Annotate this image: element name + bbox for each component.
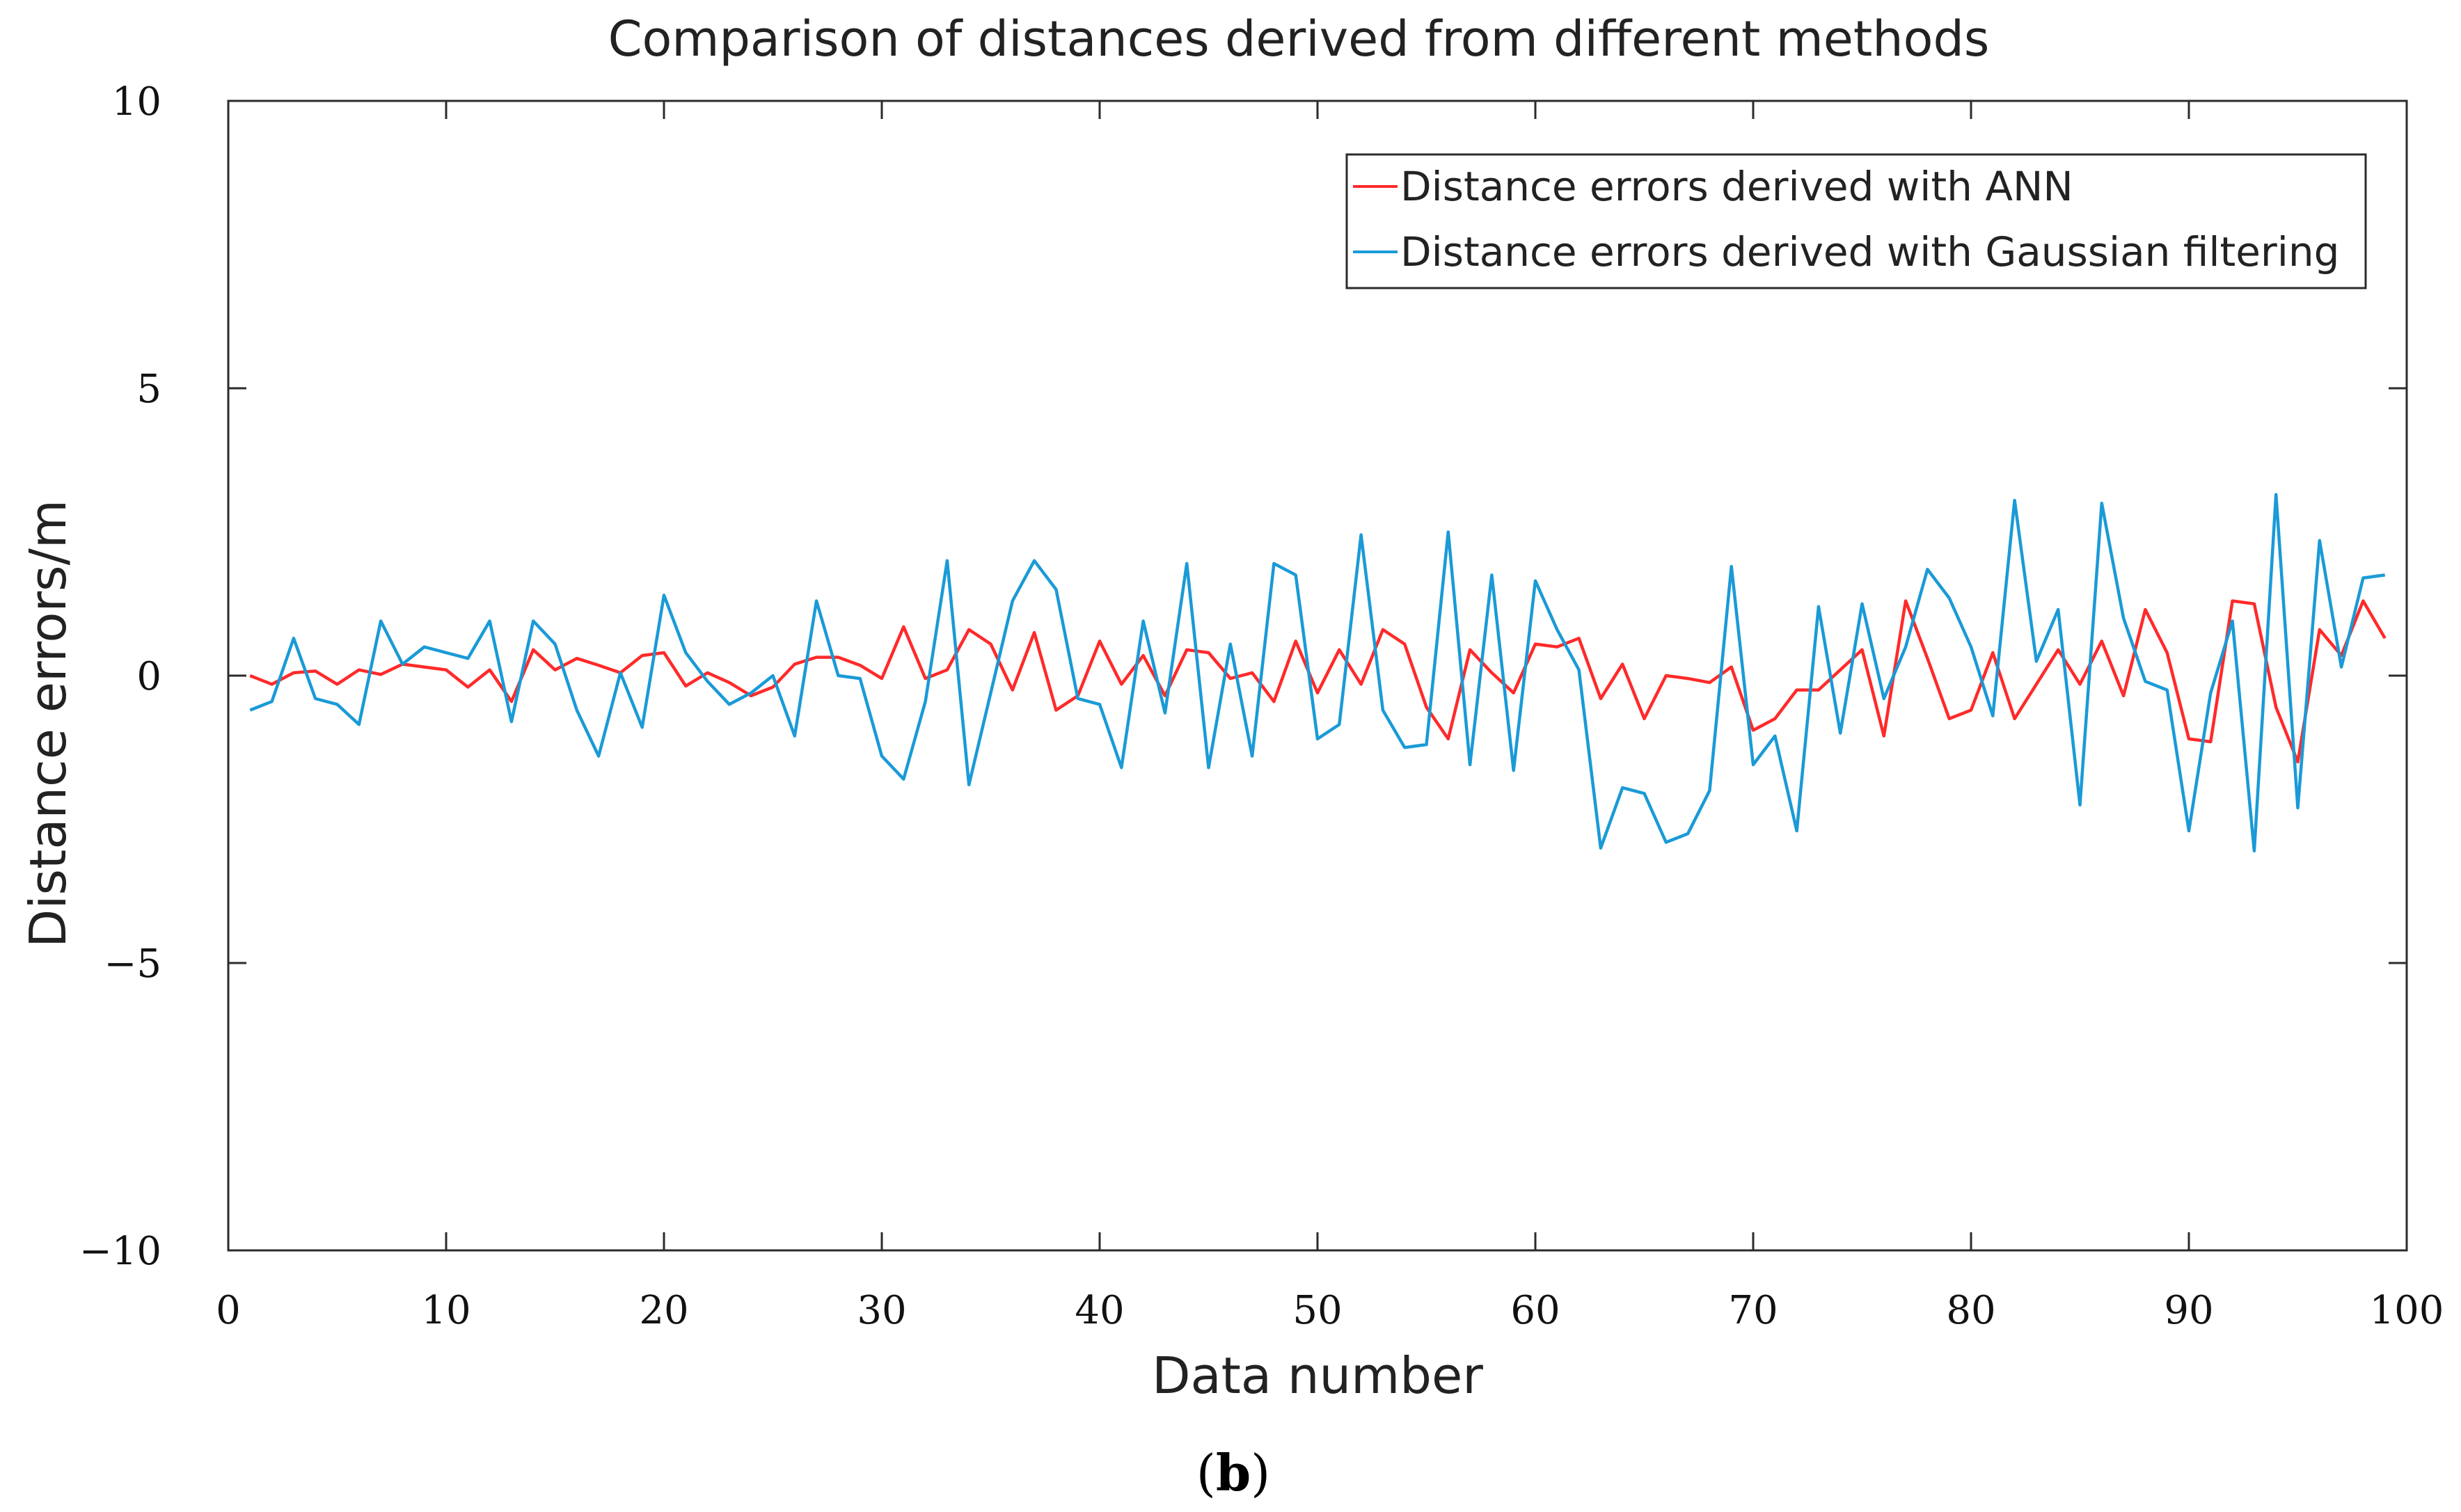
x-tick-label: 20: [639, 1288, 688, 1333]
caption-close-paren: ): [1251, 1444, 1270, 1502]
line-series-gaussian: [249, 493, 2385, 853]
y-tick-labels: 10 5 0 −5 −10: [79, 79, 161, 1274]
x-tick-labels: 0 10 20 30 40 50 60 70 80 90 100: [216, 1288, 2444, 1333]
x-tick-label: 70: [1728, 1288, 1778, 1333]
x-tick-label: 80: [1946, 1288, 1995, 1333]
x-tick-label: 100: [2370, 1288, 2444, 1333]
x-tick-label: 50: [1292, 1288, 1342, 1333]
figure-caption: (b): [1196, 1443, 1271, 1502]
legend-label-ann: Distance errors derived with ANN: [1400, 163, 2073, 210]
legend-box: [1345, 153, 2367, 289]
chart-title: Comparison of distances derived from dif…: [608, 10, 1990, 67]
x-axis-label: Data number: [1152, 1346, 1483, 1405]
y-tick-label: −10: [79, 1229, 161, 1274]
legend: Distance errors derived with ANN Distanc…: [1345, 153, 2367, 289]
y-tick-label: 10: [112, 79, 161, 125]
legend-label-gaussian: Distance errors derived with Gaussian fi…: [1400, 228, 2339, 276]
x-tick-label: 60: [1510, 1288, 1560, 1333]
line-series-ann: [249, 599, 2387, 764]
caption-letter: b: [1216, 1443, 1251, 1502]
plot-area-frame: [227, 100, 2408, 1252]
data-lines: [249, 493, 2387, 853]
y-axis-label: Distance errors/m: [19, 500, 77, 948]
x-tick-label: 90: [2164, 1288, 2213, 1333]
x-tick-label: 30: [857, 1288, 906, 1333]
y-tick-label: −5: [104, 941, 161, 987]
y-tick-label: 0: [136, 654, 161, 699]
x-tick-label: 0: [216, 1288, 241, 1333]
x-tick-label: 10: [421, 1288, 470, 1333]
caption-open-paren: (: [1196, 1444, 1216, 1502]
y-tick-label: 5: [136, 367, 161, 412]
x-tick-label: 40: [1075, 1288, 1124, 1333]
